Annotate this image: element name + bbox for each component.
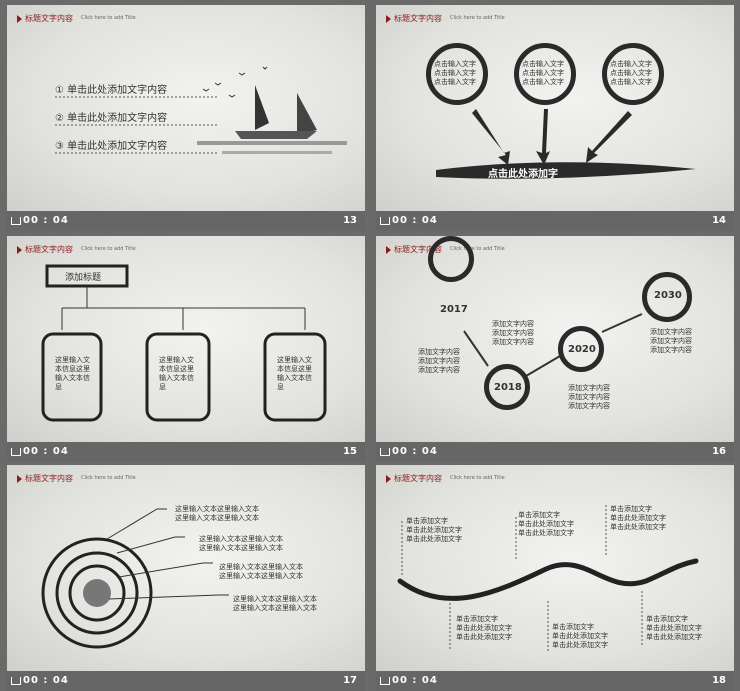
title-marker-icon — [17, 15, 22, 23]
wave-text: 单击添加文字 单击此处添加文字 单击此处添加文字 — [456, 615, 512, 641]
title-marker-icon — [386, 475, 391, 483]
list-item: ③ 单击此处添加文字内容 — [55, 141, 168, 152]
box-text: 这里输入文 本信息这里 输入文本信 息 — [277, 356, 312, 391]
star-icon — [380, 448, 390, 456]
title-marker-icon — [386, 15, 391, 23]
timeline-text: 添加文字内容 添加文字内容 添加文字内容 — [650, 328, 692, 354]
arrow-icon — [536, 109, 550, 165]
timeline-text: 添加文字内容 添加文字内容 添加文字内容 — [418, 348, 460, 374]
arrow-icon — [586, 111, 632, 163]
slide-footer: 00 : 04 18 — [376, 671, 734, 691]
circle-text: 点击输入文字 点击输入文字 点击输入文字 — [610, 60, 652, 86]
slide-14[interactable]: 标题文字内容 Click here to add Title 点击输入文字 点击输… — [376, 5, 734, 231]
box-text: 这里输入文 本信息这里 输入文本信 息 — [55, 356, 90, 391]
slide-18[interactable]: 标题文字内容 Click here to add Title 单击添加文字 单击此… — [376, 465, 734, 691]
year-label: 2018 — [494, 382, 522, 393]
wave-text: 单击添加文字 单击此处添加文字 单击此处添加文字 — [610, 505, 666, 531]
target-diagram — [41, 508, 229, 649]
star-icon — [380, 217, 390, 225]
slide-footer: 00 : 04 15 — [7, 442, 365, 462]
title-marker-icon — [17, 246, 22, 254]
target-text: 这里输入文本这里输入文本 这里输入文本这里输入文本 — [199, 535, 283, 552]
ink-circle — [514, 43, 576, 105]
arrow-icon — [472, 109, 510, 165]
timeline-text: 添加文字内容 添加文字内容 添加文字内容 — [568, 384, 610, 410]
org-chart-lines — [41, 264, 327, 422]
banner-text: 点击此处添加字 — [488, 169, 558, 180]
slide-footer: 00 : 04 16 — [376, 442, 734, 462]
wave-text: 单击添加文字 单击此处添加文字 单击此处添加文字 — [552, 623, 608, 649]
target-text: 这里输入文本这里输入文本 这里输入文本这里输入文本 — [233, 595, 317, 612]
ink-circle — [426, 43, 488, 105]
year-circle — [558, 326, 604, 372]
title-marker-icon — [17, 475, 22, 483]
year-label: 2030 — [654, 290, 682, 301]
circle-text: 点击输入文字 点击输入文字 点击输入文字 — [434, 60, 476, 86]
star-icon — [11, 448, 21, 456]
list-item: ② 单击此处添加文字内容 — [55, 113, 168, 124]
year-circle — [428, 236, 474, 282]
year-label: 2017 — [440, 304, 468, 315]
target-text: 这里输入文本这里输入文本 这里输入文本这里输入文本 — [219, 563, 303, 580]
slide-decoration — [55, 66, 347, 154]
slide-footer: 00 : 04 17 — [7, 671, 365, 691]
wave-text: 单击添加文字 单击此处添加文字 单击此处添加文字 — [646, 615, 702, 641]
year-label: 2020 — [568, 344, 596, 355]
slide-footer: 00 : 04 13 — [7, 211, 365, 231]
title-box: 添加标题 — [65, 273, 102, 283]
ink-circle — [602, 43, 664, 105]
slide-footer: 00 : 04 14 — [376, 211, 734, 231]
box-text: 这里输入文 本信息这里 输入文本信 息 — [159, 356, 194, 391]
slide-16[interactable]: 标题文字内容 Click here to add Title 2017 2018 … — [376, 236, 734, 462]
timeline-text: 添加文字内容 添加文字内容 添加文字内容 — [492, 320, 534, 346]
year-circle — [484, 364, 530, 410]
wave-timeline — [397, 505, 699, 651]
timeline-lines — [463, 313, 643, 377]
star-icon — [11, 217, 21, 225]
circle-text: 点击输入文字 点击输入文字 点击输入文字 — [522, 60, 564, 86]
year-circle — [642, 272, 692, 322]
sailboat-icon — [197, 66, 347, 154]
wave-text: 单击添加文字 单击此处添加文字 单击此处添加文字 — [406, 517, 462, 543]
slide-15[interactable]: 标题文字内容 Click here to add Title 添加标题 这里输入文… — [7, 236, 365, 462]
slide-17[interactable]: 标题文字内容 Click here to add Title 这里输入文本这里输入… — [7, 465, 365, 691]
wave-text: 单击添加文字 单击此处添加文字 单击此处添加文字 — [518, 511, 574, 537]
arrows-decoration — [436, 109, 696, 179]
target-text: 这里输入文本这里输入文本 这里输入文本这里输入文本 — [175, 505, 259, 522]
title-marker-icon — [386, 246, 391, 254]
list-item: ① 单击此处添加文字内容 — [55, 85, 168, 96]
slide-13[interactable]: 标题文字内容 Click here to add Title ① 单击此处添加文字… — [7, 5, 365, 231]
